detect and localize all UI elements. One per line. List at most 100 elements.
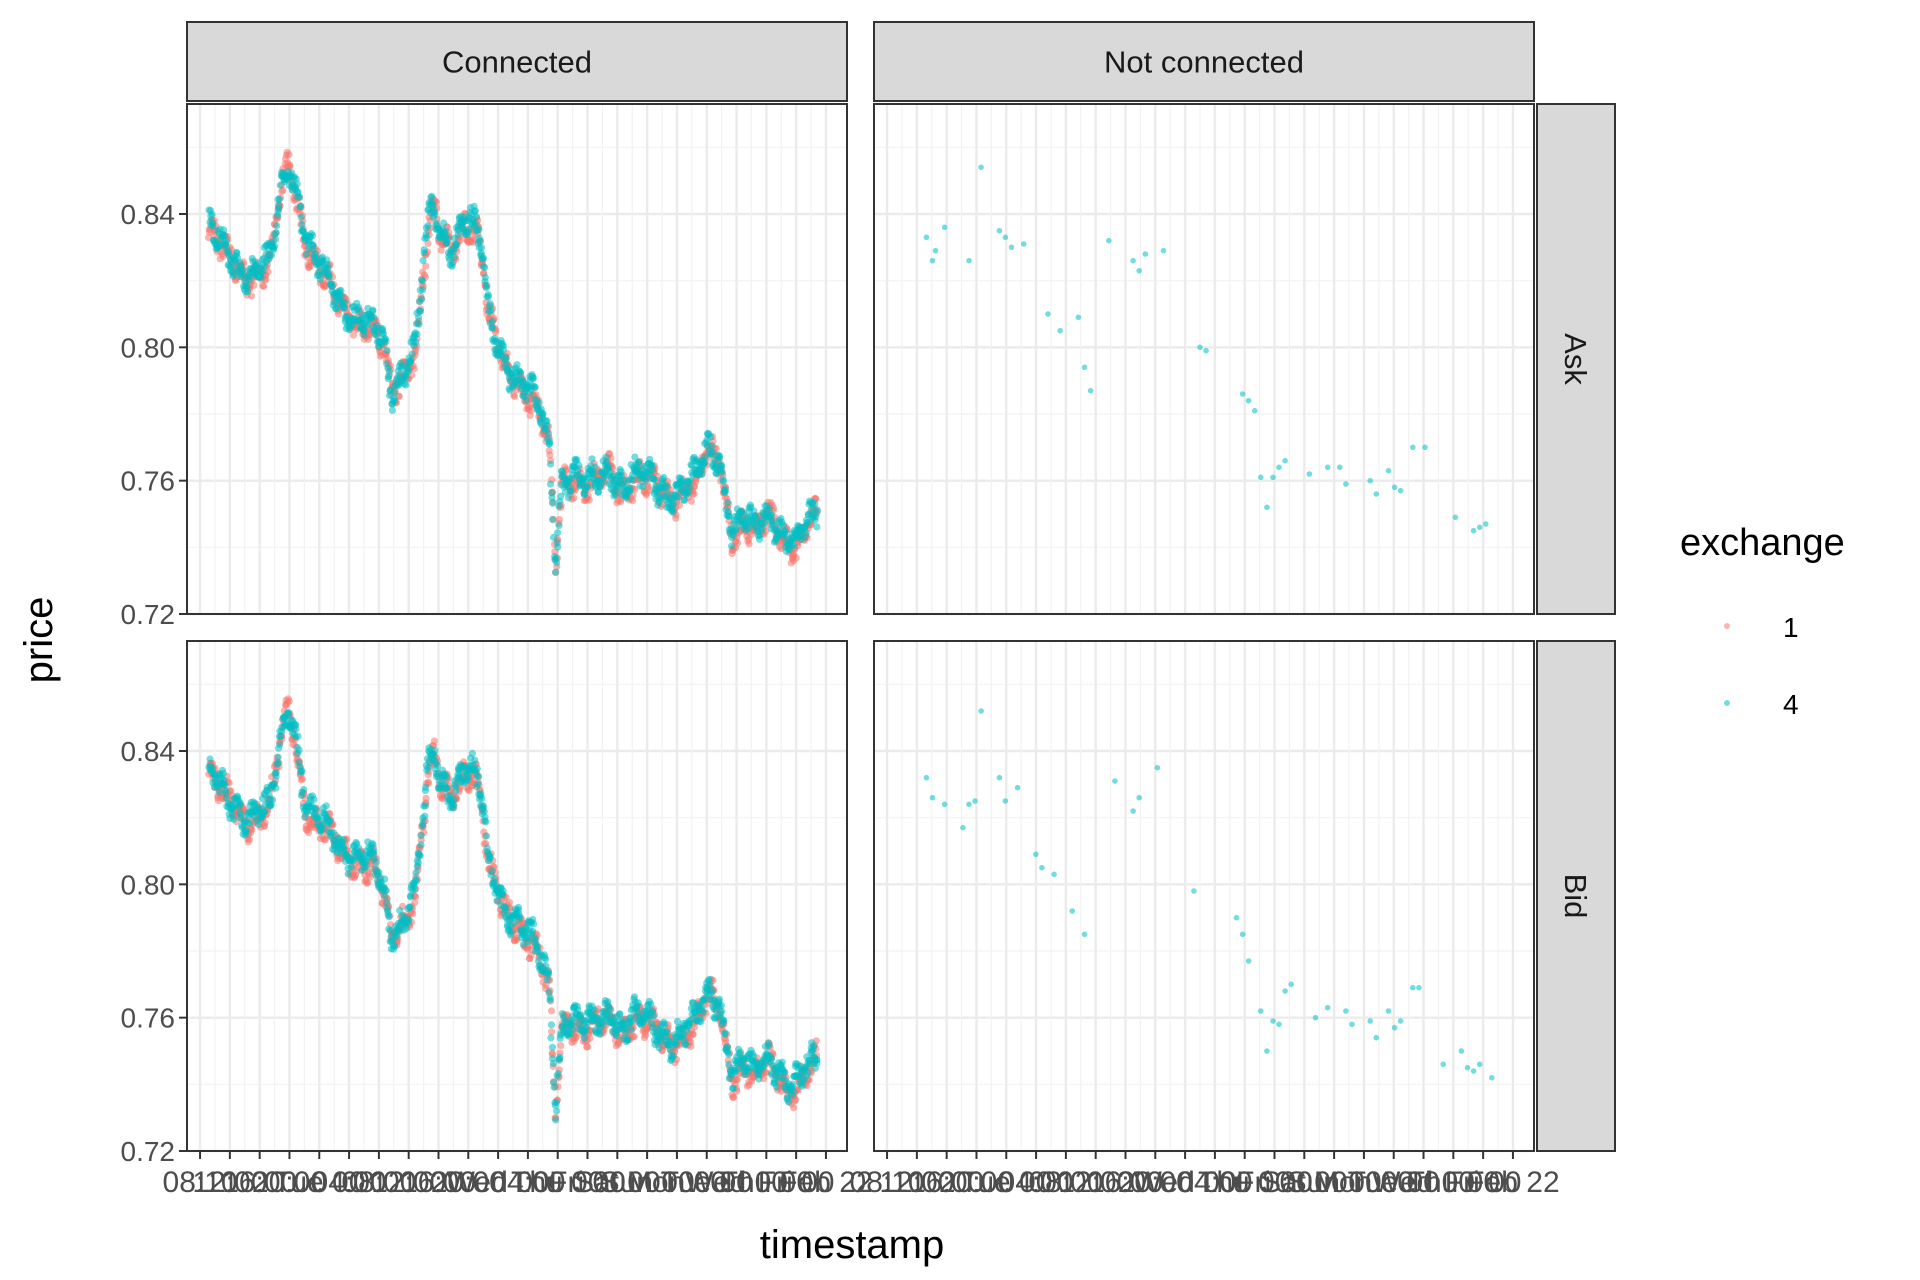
data-point — [238, 268, 246, 276]
data-point — [385, 368, 393, 376]
data-point — [437, 246, 445, 254]
data-point — [477, 244, 486, 252]
data-point — [417, 831, 425, 840]
data-point — [431, 211, 439, 219]
data-point — [475, 226, 483, 234]
data-point — [355, 303, 363, 311]
data-point — [410, 365, 418, 373]
data-point — [1476, 1061, 1483, 1068]
data-point — [267, 251, 275, 259]
data-point — [773, 1083, 781, 1091]
data-point — [689, 1031, 697, 1039]
data-point — [209, 222, 217, 230]
data-point — [1087, 387, 1094, 394]
data-point — [765, 1042, 773, 1050]
data-point — [242, 826, 250, 834]
data-point — [1324, 1004, 1331, 1011]
data-point — [546, 480, 555, 488]
data-point — [570, 494, 578, 502]
data-point — [548, 1043, 557, 1051]
data-point — [641, 477, 650, 485]
data-point — [1410, 984, 1416, 991]
data-point — [697, 1017, 705, 1026]
data-point — [768, 1055, 776, 1063]
data-point — [415, 320, 423, 328]
data-point — [294, 732, 302, 740]
data-point — [276, 740, 284, 749]
data-point — [556, 1053, 564, 1061]
data-point — [725, 512, 733, 520]
data-point — [423, 233, 431, 241]
data-point — [316, 275, 324, 283]
data-point — [1191, 888, 1197, 894]
data-point — [531, 383, 539, 391]
data-point — [1282, 988, 1288, 994]
data-point — [715, 452, 724, 460]
y-tick-label: 0.76 — [121, 1003, 176, 1034]
data-point — [1008, 244, 1015, 251]
data-point — [549, 499, 557, 507]
data-point — [487, 307, 495, 315]
data-point — [341, 298, 349, 306]
data-point — [1367, 1018, 1373, 1024]
data-point — [254, 820, 262, 829]
data-point — [547, 1021, 556, 1029]
data-point — [221, 781, 229, 789]
strip-ask: Ask — [1536, 103, 1616, 615]
data-point — [781, 527, 790, 536]
data-point — [1057, 327, 1063, 334]
data-point — [369, 841, 377, 849]
data-point — [733, 1076, 741, 1084]
data-point — [233, 248, 241, 256]
data-point — [590, 1006, 598, 1014]
data-point — [450, 801, 458, 809]
data-point — [639, 483, 647, 491]
data-point — [966, 257, 972, 264]
data-point — [1239, 931, 1246, 938]
data-point — [391, 397, 399, 405]
data-point — [804, 1069, 812, 1077]
data-point — [237, 811, 245, 819]
data-point — [382, 886, 390, 895]
data-point — [499, 345, 507, 353]
data-point — [701, 459, 709, 467]
data-point — [428, 192, 436, 200]
data-point — [727, 542, 736, 550]
data-point — [555, 516, 564, 524]
data-point — [408, 350, 416, 358]
data-point — [647, 1000, 655, 1008]
data-point — [923, 774, 930, 781]
data-point — [588, 455, 596, 463]
data-point — [471, 756, 479, 764]
data-point — [634, 999, 642, 1007]
series-exchange-4 — [205, 168, 822, 576]
data-point — [1422, 444, 1428, 451]
data-point — [1154, 764, 1161, 771]
data-point — [430, 737, 438, 745]
data-point — [219, 769, 227, 777]
series-connected-ask — [204, 148, 822, 577]
data-point — [539, 410, 547, 418]
data-point — [1020, 241, 1027, 247]
data-point — [1033, 851, 1039, 858]
data-point — [285, 697, 293, 705]
legend: exchange 1 4 — [1680, 522, 1845, 720]
data-point — [248, 826, 256, 834]
data-point — [473, 213, 481, 221]
data-point — [360, 331, 368, 339]
data-point — [482, 818, 490, 826]
data-point — [814, 507, 822, 515]
data-point — [715, 995, 723, 1003]
data-point — [717, 1001, 726, 1010]
data-point — [1130, 257, 1136, 264]
data-point — [471, 220, 479, 228]
strip-label: Connected — [442, 45, 592, 80]
data-point — [1312, 1014, 1319, 1021]
data-point — [669, 499, 678, 507]
data-point — [440, 219, 448, 227]
data-point — [297, 213, 305, 221]
data-point — [721, 1036, 730, 1044]
data-point — [718, 468, 726, 476]
data-point — [1410, 444, 1416, 451]
data-point — [709, 448, 717, 456]
